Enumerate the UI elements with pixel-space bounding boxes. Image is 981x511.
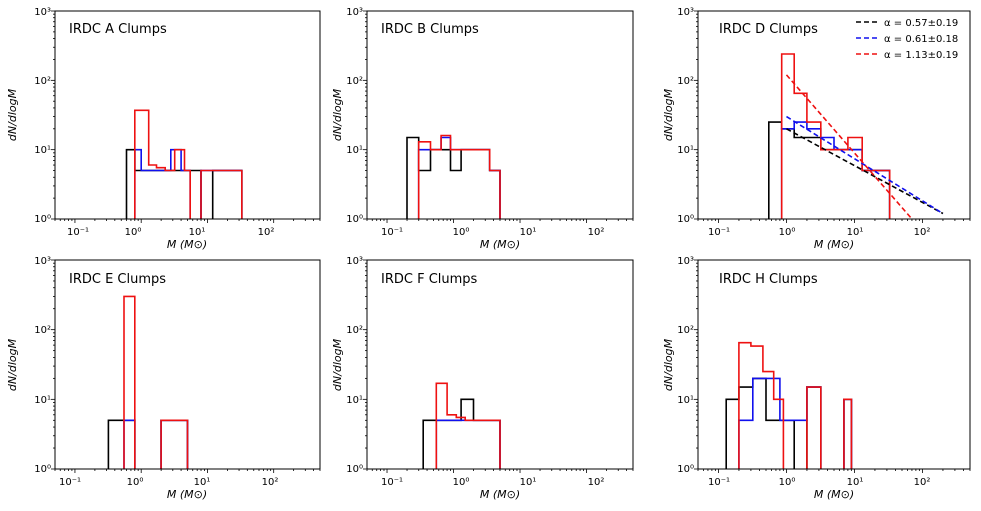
y-tick-label: 10¹ [346,145,363,156]
x-tick-label: 10⁰ [779,227,796,238]
histogram-red-series [435,382,501,469]
x-axis-label: M (M⊙) [480,238,520,251]
x-tick-label: 10² [914,227,931,238]
panel-title: IRDC A Clumps [69,22,167,37]
panel-irdc-e: IRDC E Clumps 10⁻¹ 10⁰ 10¹ 10² 10⁰ 10¹ 1… [6,256,321,501]
x-tick-label: 10⁻¹ [381,477,403,488]
x-tick-label: 10⁰ [125,227,142,238]
x-tick-label: 10⁰ [453,227,470,238]
histogram-red-series [417,134,501,219]
panel-title: IRDC B Clumps [381,22,479,37]
y-tick-label: 10³ [677,256,694,267]
y-axis-label: dN/dlogM [6,338,19,391]
y-tick-label: 10² [34,76,51,87]
histogram-blue-series [738,377,853,469]
x-axis-label: M (M⊙) [167,488,207,501]
histogram-black-series [725,377,853,469]
y-tick-label: 10⁰ [346,464,363,475]
y-tick-label: 10² [346,325,363,336]
histogram-red-series [123,295,189,469]
x-tick-label: 10⁻¹ [708,227,730,238]
y-tick-label: 10² [346,76,363,87]
x-axis-label: M (M⊙) [167,238,207,251]
panel-irdc-b: IRDC B Clumps 10⁻¹ 10⁰ 10¹ 10² 10⁰ 10¹ 1… [331,7,634,251]
histogram-blue-series [123,419,189,469]
y-tick-label: 10¹ [34,145,51,156]
legend: α = 0.57±0.19 α = 0.61±0.18 α = 1.13±0.1… [856,18,958,61]
panel-irdc-f: IRDC F Clumps 10⁻¹ 10⁰ 10¹ 10² 10⁰ 10¹ 1… [331,256,634,501]
histogram-red-series [780,53,891,219]
y-tick-label: 10³ [346,256,363,267]
y-tick-label: 10¹ [677,395,694,406]
y-tick-label: 10¹ [346,395,363,406]
x-tick-label: 10¹ [520,477,537,488]
x-axis-label: M (M⊙) [814,238,854,251]
x-tick-label: 10⁻¹ [381,227,403,238]
y-tick-label: 10¹ [34,395,51,406]
y-axis-label: dN/dlogM [662,338,675,391]
x-tick-label: 10² [588,227,605,238]
y-tick-label: 10³ [677,7,694,18]
y-tick-label: 10⁰ [677,214,694,225]
y-tick-label: 10³ [346,7,363,18]
x-tick-label: 10² [588,477,605,488]
panel-title: IRDC D Clumps [719,22,818,37]
y-tick-label: 10³ [34,256,51,267]
x-tick-label: 10⁻¹ [59,477,81,488]
x-tick-label: 10² [258,227,275,238]
legend-label: α = 1.13±0.19 [884,50,958,61]
x-tick-label: 10¹ [520,227,537,238]
y-axis-label: dN/dlogM [6,88,19,141]
fit-line-black [786,128,944,215]
y-tick-label: 10⁰ [34,464,51,475]
y-tick-label: 10⁰ [34,214,51,225]
x-axis-label: M (M⊙) [480,488,520,501]
histogram-blue-series [134,148,243,219]
x-tick-label: 10⁻¹ [708,477,730,488]
y-tick-label: 10² [677,76,694,87]
x-tick-label: 10¹ [847,227,864,238]
x-tick-label: 10⁰ [453,477,470,488]
x-tick-label: 10⁰ [779,477,796,488]
histogram-blue-series [435,419,501,469]
panel-title: IRDC F Clumps [381,272,478,287]
y-tick-label: 10² [34,325,51,336]
x-tick-label: 10¹ [847,477,864,488]
y-axis-label: dN/dlogM [662,88,675,141]
x-tick-label: 10² [262,477,279,488]
y-tick-label: 10⁰ [346,214,363,225]
histogram-red-series [738,341,853,469]
legend-label: α = 0.61±0.18 [884,34,958,45]
y-tick-label: 10² [677,325,694,336]
fit-line-red [785,74,913,219]
histogram-black-series [107,419,189,469]
x-tick-label: 10⁻¹ [67,227,89,238]
panel-irdc-a: IRDC A Clumps 10⁻¹ 10⁰ 10¹ 10² 10⁰ 10¹ 1… [6,7,321,251]
panel-frame [54,10,321,220]
y-tick-label: 10⁰ [677,464,694,475]
legend-label: α = 0.57±0.19 [884,18,958,29]
x-tick-label: 10¹ [189,227,206,238]
histogram-black-series [422,398,501,469]
x-tick-label: 10² [914,477,931,488]
histogram-red-series [134,109,243,219]
y-axis-label: dN/dlogM [331,338,344,391]
y-tick-label: 10¹ [677,145,694,156]
panel-irdc-d: IRDC D Clumps α = 0.57±0.19 α = 0.61±0.1… [662,7,971,251]
fit-line-blue [786,115,944,215]
x-tick-label: 10¹ [194,477,211,488]
panel-title: IRDC E Clumps [69,272,166,287]
y-tick-label: 10³ [34,7,51,18]
panel-title: IRDC H Clumps [719,272,818,287]
x-axis-label: M (M⊙) [814,488,854,501]
y-axis-label: dN/dlogM [331,88,344,141]
x-tick-label: 10⁰ [127,477,144,488]
panel-irdc-h: IRDC H Clumps 10⁻¹ 10⁰ 10¹ 10² 10⁰ 10¹ 1… [662,256,971,501]
